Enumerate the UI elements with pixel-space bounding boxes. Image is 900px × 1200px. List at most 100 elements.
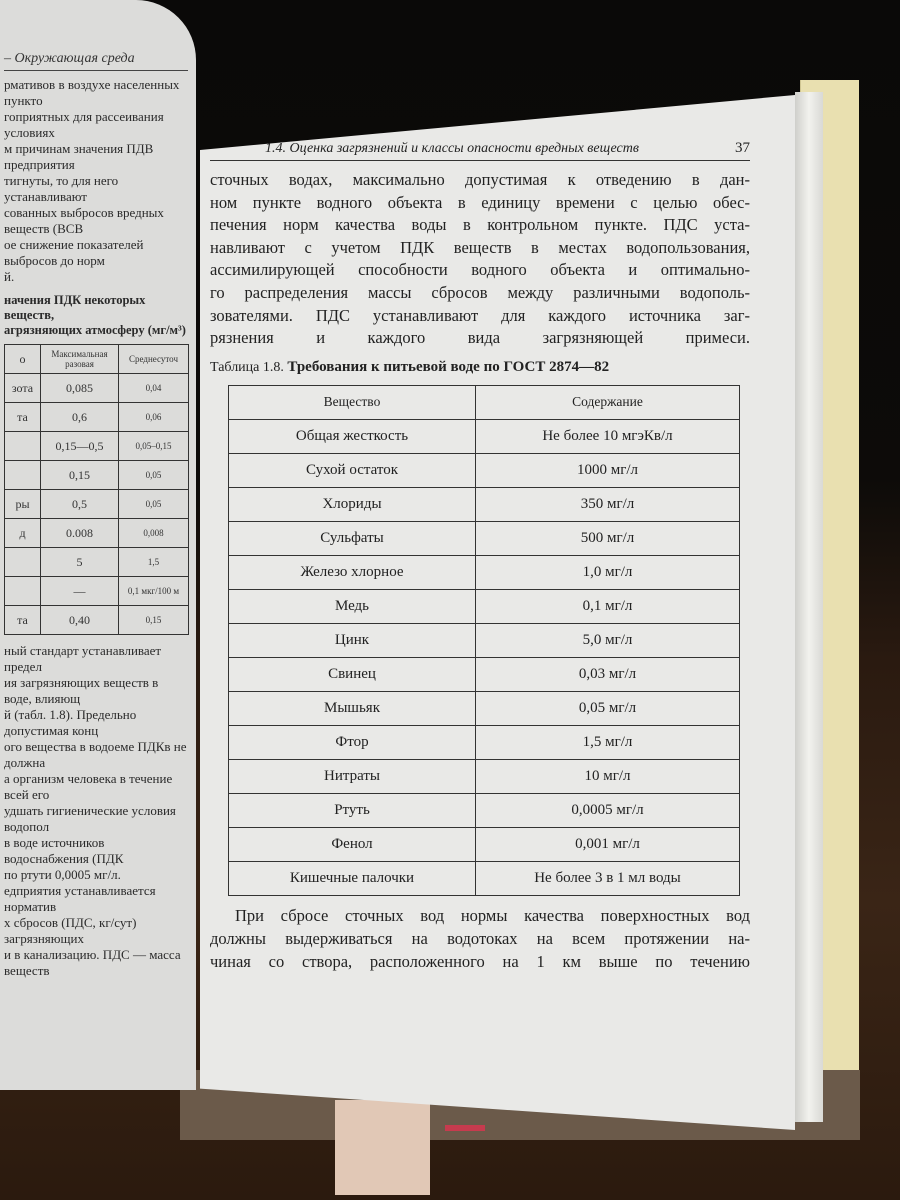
left-page: – Окружающая среда рмативов в воздухе на… [0, 0, 196, 1090]
table-cell: 0,15—0,5 [40, 431, 119, 461]
substance-cell: Свинец [228, 656, 476, 692]
column-header: Вещество [228, 384, 476, 420]
table-cell: 0,6 [40, 402, 119, 432]
caption-line: агрязняющих атмосферу (мг/м³) [4, 323, 186, 337]
table-cell: 0,06 [118, 402, 189, 432]
text-line: и в канализацию. ПДС — масса веществ [4, 947, 181, 978]
text-line: ого вещества в водоеме ПДКв не должна [4, 739, 187, 770]
text-line: х сбросов (ПДС, кг/сут) загрязняющих [4, 915, 137, 946]
table-header-row: о Максимальная разовая Среднесуточ [4, 344, 189, 374]
table-title: Требования к питьевой воде по ГОСТ 2874—… [287, 358, 610, 375]
table-row: зота 0,085 0,04 [4, 373, 189, 403]
text-line: При сбросе сточных вод нормы качества по… [235, 905, 750, 925]
substance-cell: Кишечные палочки [228, 860, 476, 896]
content-cell: 1000 мг/л [475, 452, 740, 488]
content-cell: Не более 3 в 1 мл воды [475, 860, 740, 896]
table-cell: 0,05 [118, 460, 189, 490]
left-paragraph-bottom: ный стандарт устанавливает предел ия загр… [4, 643, 188, 979]
content-cell: 350 мг/л [475, 486, 740, 522]
substance-cell: Хлориды [228, 486, 476, 522]
content-cell: 10 мг/л [475, 758, 740, 794]
table-cell [4, 547, 41, 577]
table-cell: 5 [40, 547, 119, 577]
table-cell: та [4, 402, 41, 432]
content-cell: 0,001 мг/л [475, 826, 740, 862]
text-line: печения норм качества воды в контрольном… [210, 215, 750, 235]
substance-cell: Железо хлорное [228, 554, 476, 590]
substance-cell: Сухой остаток [228, 452, 476, 488]
table-cell: 0,05–0,15 [118, 431, 189, 461]
content-cell: Не более 10 мгэКв/л [475, 418, 740, 454]
table-row: ры 0,5 0,05 [4, 489, 189, 519]
table-row: д 0.008 0,008 [4, 518, 189, 548]
substance-cell: Мышьяк [228, 690, 476, 726]
text-line: ассимилирующей способности водного объек… [210, 260, 750, 280]
running-header-right: 1.4. Оценка загрязнений и классы опаснос… [210, 140, 750, 161]
table-cell: 0,05 [118, 489, 189, 519]
substance-cell: Сульфаты [228, 520, 476, 556]
table-row: Железо хлорное 1,0 мг/л [228, 554, 740, 590]
table-row: та 0,40 0,15 [4, 605, 189, 635]
table-row: 0,15 0,05 [4, 460, 189, 490]
table-row: Свинец 0,03 мг/л [228, 656, 740, 692]
substance-cell: Фтор [228, 724, 476, 760]
content-cell: 5,0 мг/л [475, 622, 740, 658]
table-cell: д [4, 518, 41, 548]
content-cell: 1,0 мг/л [475, 554, 740, 590]
content-cell: 0,0005 мг/л [475, 792, 740, 828]
content-cell: 0,03 мг/л [475, 656, 740, 692]
text-line: зователями. ПДС устанавливают для каждог… [210, 305, 750, 325]
text-line: ое снижение показателей выбросов до норм [4, 237, 144, 268]
table-row: Ртуть 0,0005 мг/л [228, 792, 740, 828]
table-row: Фтор 1,5 мг/л [228, 724, 740, 760]
paragraph-after-table: При сбросе сточных вод нормы качества по… [210, 904, 750, 973]
table-row: Сухой остаток 1000 мг/л [228, 452, 740, 488]
column-header: о [4, 344, 41, 374]
water-requirements-table: Вещество Содержание Общая жесткость Не бо… [228, 384, 740, 896]
running-header: – Окружающая среда [4, 51, 135, 66]
left-table-caption: начения ПДК некоторых веществ, агрязняющ… [4, 293, 188, 338]
table-cell: 0,1 мкг/100 м [118, 576, 189, 606]
text-line: гоприятных для рассеивания условиях [4, 109, 164, 140]
table-row: Кишечные палочки Не более 3 в 1 мл воды [228, 860, 740, 896]
text-line: рмативов в воздухе населенных пункто [4, 77, 180, 108]
table-cell [4, 460, 41, 490]
table-row: Нитраты 10 мг/л [228, 758, 740, 794]
text-line: ном пункте водного объекта в единицу вре… [210, 192, 750, 212]
text-line: едприятия устанавливается норматив [4, 883, 156, 914]
caption-line: начения ПДК некоторых веществ, [4, 293, 146, 322]
column-header: Содержание [475, 384, 740, 420]
table-cell: ры [4, 489, 41, 519]
left-table: о Максимальная разовая Среднесуточ зота 0,08… [4, 344, 189, 635]
table-row: Хлориды 350 мг/л [228, 486, 740, 522]
table-cell: 0,008 [118, 518, 189, 548]
table-row: —0,1 мкг/100 м [4, 576, 189, 606]
table-row: Цинк 5,0 мг/л [228, 622, 740, 658]
text-line: м причинам значения ПДВ предприятия [4, 141, 154, 172]
substance-cell: Ртуть [228, 792, 476, 828]
table-label: Таблица 1.8. [210, 359, 284, 375]
substance-cell: Цинк [228, 622, 476, 658]
text-line: чиная со створа, расположенного на 1 км … [210, 951, 750, 971]
table-row: Сульфаты 500 мг/л [228, 520, 740, 556]
content-cell: 1,5 мг/л [475, 724, 740, 760]
table-cell: 0,04 [118, 373, 189, 403]
table-row: Фенол 0,001 мг/л [228, 826, 740, 862]
table-header-row: Вещество Содержание [228, 384, 740, 420]
column-header: Максимальная разовая [40, 344, 119, 374]
table-row: 0,15—0,5 0,05–0,15 [4, 431, 189, 461]
text-line: го распределения массы сбросов между раз… [210, 282, 750, 302]
table-cell: 0,15 [40, 460, 119, 490]
table-cell [4, 431, 41, 461]
text-line: ный стандарт устанавливает предел [4, 643, 162, 674]
table-cell: 0,15 [118, 605, 189, 635]
substance-cell: Общая жесткость [228, 418, 476, 454]
column-header: Среднесуточ [118, 344, 189, 374]
text-line: должны выдерживаться на водотоках на все… [210, 928, 750, 948]
content-cell: 0,1 мг/л [475, 588, 740, 624]
text-line: ия загрязняющих веществ в воде, влияющ [4, 675, 159, 706]
text-line: сованных выбросов вредных веществ (ВСВ [4, 205, 164, 236]
table-cell [4, 576, 41, 606]
table-cell: 0,40 [40, 605, 119, 635]
page-stack [795, 92, 823, 1122]
